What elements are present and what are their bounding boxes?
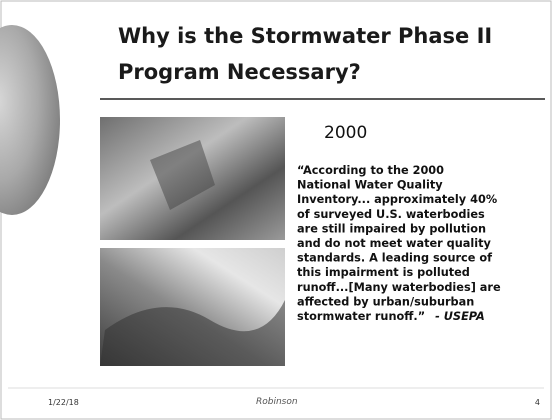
quote-line: “According to the 2000	[297, 164, 444, 177]
page-number: 4	[535, 398, 540, 407]
quote-line: this impairment is polluted	[297, 266, 470, 279]
quote-line: and do not meet water quality	[297, 237, 492, 250]
footer-logo: Robinson	[256, 397, 298, 407]
section-year: 2000	[324, 123, 367, 143]
quote-line: are still impaired by pollution	[297, 222, 486, 235]
decorative-orb	[0, 25, 60, 215]
quote-line: stormwater runoff.”	[297, 310, 425, 323]
quote-line: runoff...[Many waterbodies] are	[297, 281, 501, 294]
slide: Why is the Stormwater Phase II Program N…	[0, 0, 552, 420]
title-line: Why is the Stormwater Phase II	[118, 24, 492, 48]
title-line: Program Necessary?	[118, 60, 361, 84]
quote-line: National Water Quality	[297, 179, 443, 192]
quote: “According to the 2000 National Water Qua…	[297, 164, 501, 323]
footer-date: 1/22/18	[48, 398, 79, 407]
quote-line: standards. A leading source of	[297, 252, 493, 265]
quote-attribution: - USEPA	[435, 310, 485, 323]
quote-line: of surveyed U.S. waterbodies	[297, 208, 485, 221]
quote-line: affected by urban/suburban	[297, 295, 474, 308]
quote-line: Inventory... approximately 40%	[297, 193, 497, 206]
slide-canvas: Why is the Stormwater Phase II Program N…	[0, 0, 552, 420]
